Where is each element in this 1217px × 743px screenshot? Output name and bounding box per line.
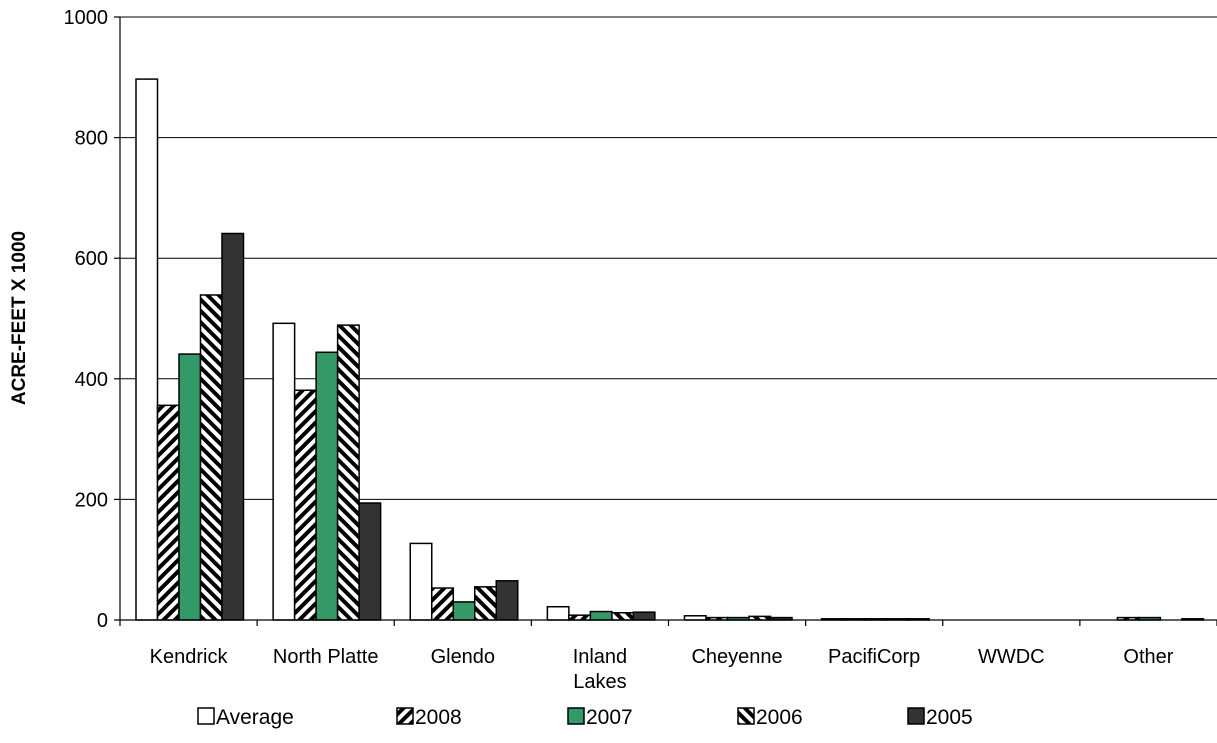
- bar-2006-0: [201, 295, 223, 620]
- x-tick-label: Other: [1123, 646, 1173, 668]
- y-axis-label: ACRE-FEET X 1000: [9, 231, 30, 405]
- bar-2005-2: [496, 581, 518, 620]
- bar-2007-2: [453, 602, 475, 620]
- bar-2008-0: [158, 405, 180, 620]
- x-tick-label: Inland Lakes: [573, 646, 628, 693]
- bar-2006-3: [612, 613, 634, 620]
- bar-2005-0: [222, 233, 244, 620]
- bar-2006-2: [475, 587, 497, 620]
- bar-2008-1: [295, 390, 317, 620]
- y-tick-label: 400: [75, 369, 108, 391]
- legend-swatch: [738, 708, 754, 724]
- legend-item-2007: 2007: [568, 706, 633, 729]
- legend-label: 2006: [756, 706, 803, 729]
- bar-2007-1: [316, 352, 338, 620]
- bar-2008-3: [569, 615, 591, 620]
- y-tick-label: 0: [97, 610, 108, 632]
- bar-2007-3: [590, 612, 612, 620]
- x-tick-label: PacifiCorp: [828, 646, 920, 668]
- legend-label: Average: [216, 706, 294, 729]
- y-tick-label: 200: [75, 489, 108, 511]
- bar-2008-2: [432, 588, 454, 620]
- legend-swatch: [568, 708, 584, 724]
- bars: [136, 79, 1203, 620]
- legend-swatch: [198, 708, 214, 724]
- bar-2005-3: [633, 612, 655, 620]
- legend-label: 2005: [926, 706, 973, 729]
- legend-item-2006: 2006: [738, 706, 803, 729]
- bar-average-3: [547, 607, 569, 620]
- x-tick-label: North Platte: [273, 646, 379, 668]
- bar-average-2: [410, 543, 432, 620]
- legend-swatch: [908, 708, 924, 724]
- x-tick-label: Glendo: [431, 646, 496, 668]
- bar-average-1: [273, 323, 295, 620]
- y-tick-label: 800: [75, 128, 108, 150]
- y-tick-labels: 0 200 400 600 800 1000: [64, 7, 109, 632]
- bar-2006-1: [338, 325, 360, 620]
- legend: Average 2008 2007 2006 2005: [198, 706, 973, 729]
- legend-swatch: [397, 708, 413, 724]
- legend-label: 2007: [586, 706, 633, 729]
- x-tick-label: Cheyenne: [691, 646, 782, 668]
- bar-average-4: [685, 616, 707, 620]
- legend-item-2008: 2008: [397, 706, 462, 729]
- y-tick-label: 1000: [64, 7, 109, 29]
- x-tick-label: WWDC: [978, 646, 1045, 668]
- bar-2007-0: [179, 354, 201, 620]
- bar-average-0: [136, 79, 158, 620]
- bar-2005-1: [359, 503, 381, 620]
- legend-item-2005: 2005: [908, 706, 973, 729]
- legend-label: 2008: [415, 706, 462, 729]
- y-tick-label: 600: [75, 248, 108, 270]
- x-tick-label: Kendrick: [150, 646, 229, 668]
- legend-item-average: Average: [198, 706, 294, 729]
- x-tick-labels: Kendrick North Platte Glendo Inland Lakes Che…: [150, 646, 1174, 693]
